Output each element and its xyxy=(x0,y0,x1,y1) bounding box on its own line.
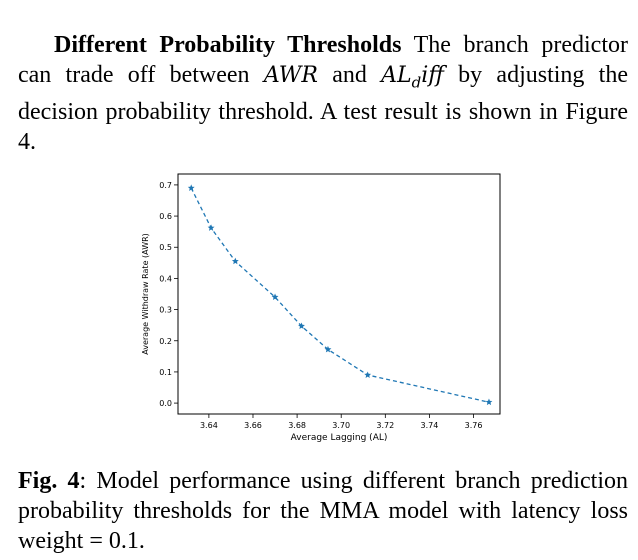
figure-caption: Fig. 4: Model performance using differen… xyxy=(18,466,628,556)
data-point-marker xyxy=(298,322,305,330)
y-tick-label: 0.2 xyxy=(159,337,172,346)
data-point-marker xyxy=(187,184,195,191)
figure-4: 3.64 3.66 3.68 3.70 3.72 3.74 3.76 0.0 0.1 0.2 0.… xyxy=(130,166,520,456)
math-awr: AWR xyxy=(263,63,318,88)
y-tick-label: 0.6 xyxy=(159,212,172,221)
y-axis-label: Average Withdraw Rate (AWR) xyxy=(141,233,150,355)
y-tick-label: 0.5 xyxy=(159,243,172,252)
data-point-marker xyxy=(324,345,332,353)
data-point-marker xyxy=(231,257,239,265)
x-tick-label: 3.74 xyxy=(421,421,439,430)
x-axis-ticks: 3.64 3.66 3.68 3.70 3.72 3.74 3.76 xyxy=(200,414,482,430)
paragraph-heading: Different Probability Thresholds xyxy=(54,32,402,58)
y-tick-label: 0.3 xyxy=(159,306,172,315)
y-axis-ticks: 0.0 0.1 0.2 0.3 0.4 0.5 0.6 0.7 xyxy=(159,181,178,408)
math-al-diff: ALdiff xyxy=(381,63,444,92)
body-paragraph: Different Probability Thresholds The bra… xyxy=(18,30,628,157)
y-tick-label: 0.4 xyxy=(159,274,172,283)
x-tick-label: 3.64 xyxy=(200,421,218,430)
series-markers xyxy=(187,184,493,406)
x-tick-label: 3.66 xyxy=(244,421,262,430)
x-tick-label: 3.68 xyxy=(288,421,306,430)
caption-label: Fig. 4 xyxy=(18,468,80,494)
x-axis-label: Average Lagging (AL) xyxy=(291,433,388,443)
data-point-marker xyxy=(485,398,493,406)
x-tick-label: 3.70 xyxy=(332,421,350,430)
y-tick-label: 0.7 xyxy=(159,181,172,190)
plot-frame xyxy=(177,173,501,415)
line-chart: 3.64 3.66 3.68 3.70 3.72 3.74 3.76 0.00.10.20.… xyxy=(141,173,501,443)
math-al-rest: iff xyxy=(421,63,444,88)
y-tick-label: 0.1 xyxy=(159,368,172,377)
x-tick-label: 3.76 xyxy=(465,421,483,430)
math-al-sub: d xyxy=(411,73,422,92)
x-tick-label: 3.72 xyxy=(376,421,394,430)
data-point-marker xyxy=(271,293,279,301)
math-al: AL xyxy=(381,63,412,88)
data-point-marker xyxy=(207,224,215,231)
data-point-marker xyxy=(364,371,372,378)
y-tick-label: 0.0 xyxy=(159,399,172,408)
paragraph-text-2: by adjusting the decision probability th… xyxy=(18,62,628,156)
paragraph-text-and: and xyxy=(318,62,382,88)
paragraph-text-1: The branch predictor can trade off betwe… xyxy=(18,32,628,88)
caption-text: : Model performance using different bran… xyxy=(18,468,628,554)
series-line xyxy=(190,187,490,403)
